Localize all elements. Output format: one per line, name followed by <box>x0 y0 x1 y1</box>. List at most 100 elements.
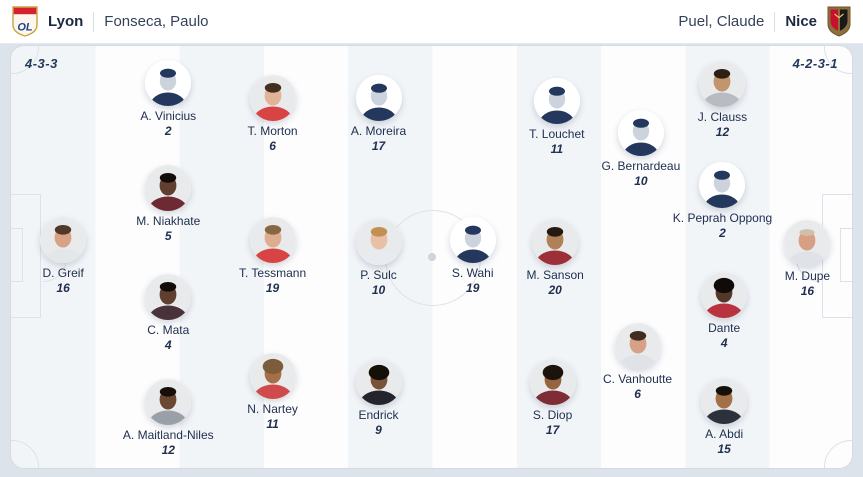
player-avatar <box>40 217 87 264</box>
player-number: 2 <box>164 123 172 138</box>
home-coach-name: Fonseca, Paulo <box>104 13 209 30</box>
player-avatar <box>784 220 831 267</box>
player-marker[interactable]: D. Greif 16 <box>40 217 87 295</box>
header-divider <box>774 11 776 32</box>
player-avatar <box>699 60 746 107</box>
player-marker[interactable]: C. Mata 4 <box>145 273 192 352</box>
player-number: 16 <box>56 281 70 296</box>
player-avatar <box>249 74 296 121</box>
player-name: M. Niakhate <box>136 214 201 229</box>
player-name: D. Greif <box>42 266 84 281</box>
goal-box-right <box>840 228 852 282</box>
player-avatar <box>449 217 496 264</box>
player-number: 15 <box>717 442 731 457</box>
home-formation-label: 4-3-3 <box>25 56 58 71</box>
player-marker[interactable]: M. Niakhate 5 <box>136 165 200 243</box>
player-avatar <box>701 378 748 425</box>
player-avatar <box>355 219 402 266</box>
player-marker[interactable]: Endrick 9 <box>355 359 402 437</box>
player-avatar <box>249 353 296 400</box>
player-marker[interactable]: C. Vanhoutte 6 <box>603 323 672 401</box>
penalty-box-left <box>11 194 41 318</box>
player-avatar <box>617 109 664 156</box>
player-name: Endrick <box>358 408 399 423</box>
player-number: 4 <box>164 337 172 352</box>
player-avatar <box>145 165 192 212</box>
player-avatar <box>355 74 402 121</box>
nice-crest-icon[interactable] <box>827 6 851 37</box>
player-name: A. Vinicius <box>140 108 197 123</box>
corner-arc <box>11 440 39 468</box>
player-number: 16 <box>800 284 815 299</box>
home-club-name[interactable]: Lyon <box>48 13 84 30</box>
player-name: Dante <box>708 320 741 335</box>
corner-arc <box>824 440 852 468</box>
player-name: P. Sulc <box>360 268 397 283</box>
player-avatar <box>145 59 192 106</box>
away-team-header: Puel, Claude Nice <box>678 6 851 37</box>
player-avatar <box>355 359 402 406</box>
pitch: 4-3-3 4-2-3-1 D. Greif 16 A. Vinicius 2 M.… <box>10 45 853 469</box>
away-coach-name: Puel, Claude <box>678 13 765 30</box>
player-marker[interactable]: T. Louchet 11 <box>529 77 584 156</box>
player-name: J. Clauss <box>697 109 748 124</box>
player-name: C. Mata <box>147 322 190 337</box>
home-team-header: OL Lyon Fonseca, Paulo <box>12 6 209 37</box>
away-club-name[interactable]: Nice <box>785 13 817 30</box>
player-avatar <box>614 323 661 370</box>
player-name: A. Abdi <box>705 427 744 442</box>
player-avatar <box>699 162 746 209</box>
player-marker[interactable]: Dante 4 <box>701 271 748 350</box>
player-marker[interactable]: S. Diop 17 <box>529 359 576 437</box>
player-name: M. Sanson <box>526 268 584 283</box>
player-avatar <box>145 273 192 320</box>
goal-box-left <box>11 228 23 282</box>
player-name: A. Moreira <box>350 123 407 138</box>
player-marker[interactable]: A. Vinicius 2 <box>140 59 196 138</box>
player-number: 17 <box>371 138 386 153</box>
player-marker[interactable]: A. Moreira 17 <box>351 74 406 153</box>
player-name: T. Morton <box>247 123 298 138</box>
player-number: 19 <box>265 281 280 296</box>
match-lineups-header: OL Lyon Fonseca, Paulo Puel, Claude Nice <box>0 0 863 44</box>
lyon-crest-icon[interactable]: OL <box>12 6 38 37</box>
player-name: G. Bernardeau <box>601 158 681 173</box>
player-marker[interactable]: J. Clauss 12 <box>698 60 747 139</box>
player-number: 20 <box>548 283 562 298</box>
player-marker[interactable]: M. Sanson 20 <box>526 219 584 297</box>
player-name: S. Diop <box>532 408 573 423</box>
player-name: N. Nartey <box>247 402 298 417</box>
player-avatar <box>145 379 192 426</box>
player-marker[interactable]: N. Nartey 11 <box>247 353 298 431</box>
player-number: 10 <box>371 283 386 298</box>
player-avatar <box>532 219 579 266</box>
player-number: 12 <box>715 124 730 139</box>
player-marker[interactable]: T. Morton 6 <box>248 74 298 153</box>
player-name: C. Vanhoutte <box>602 372 673 387</box>
player-avatar <box>533 77 580 124</box>
player-marker[interactable]: G. Bernardeau 10 <box>602 109 680 188</box>
player-marker[interactable]: M. Dupe 16 <box>784 220 831 298</box>
player-number: 19 <box>466 281 480 296</box>
player-number: 9 <box>375 423 382 438</box>
player-marker[interactable]: S. Wahi 19 <box>449 217 496 295</box>
player-avatar <box>529 359 576 406</box>
player-number: 17 <box>545 423 560 438</box>
player-marker[interactable]: P. Sulc 10 <box>355 219 402 297</box>
player-number: 6 <box>269 138 276 153</box>
away-formation-label: 4-2-3-1 <box>792 56 838 71</box>
lyon-crest-letters: OL <box>17 22 33 34</box>
player-name: K. Peprah Oppong <box>672 211 773 226</box>
player-avatar <box>701 271 748 318</box>
header-divider <box>93 11 95 32</box>
player-marker[interactable]: K. Peprah Oppong 2 <box>673 162 772 240</box>
player-name: T. Tessmann <box>238 266 307 281</box>
player-number: 2 <box>719 226 726 241</box>
player-marker[interactable]: A. Abdi 15 <box>701 378 748 456</box>
player-marker[interactable]: A. Maitland-Niles 12 <box>123 379 214 457</box>
player-number: 11 <box>266 417 279 432</box>
player-number: 4 <box>720 335 728 350</box>
player-number: 12 <box>161 443 175 458</box>
player-marker[interactable]: T. Tessmann 19 <box>239 217 306 295</box>
player-number: 5 <box>164 229 172 244</box>
